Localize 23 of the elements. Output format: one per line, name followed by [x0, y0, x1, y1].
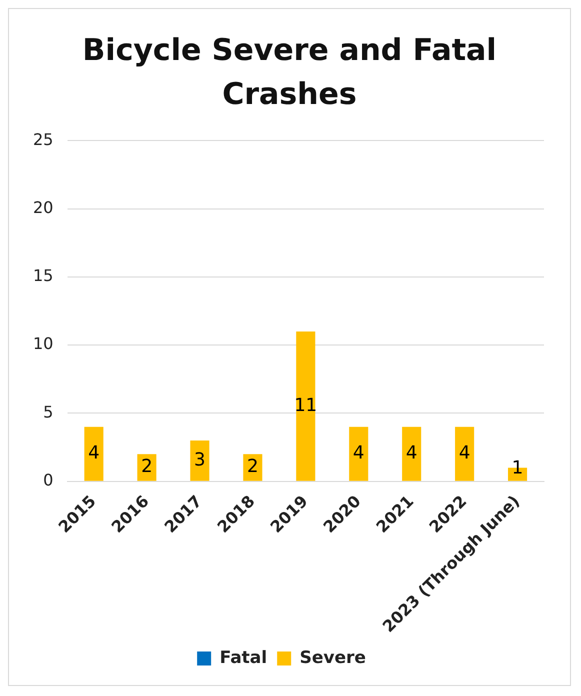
y-tick-label: 25: [33, 130, 54, 149]
data-label: 3: [194, 449, 206, 470]
legend-label: Severe: [300, 648, 366, 668]
chart-title: Bicycle Severe and Fatal Crashes: [81, 32, 498, 114]
bar: [349, 426, 368, 481]
bar: [296, 331, 316, 481]
data-label: 2: [141, 456, 153, 478]
data-label: 4: [88, 442, 100, 464]
data-label: 4: [352, 442, 364, 464]
y-tick-label: 10: [33, 334, 54, 354]
bar: [190, 440, 210, 481]
y-tick-label: 15: [33, 266, 54, 286]
data-label: 4: [406, 442, 418, 464]
legend-label: Fatal: [220, 648, 268, 668]
y-tick-label: 20: [33, 198, 54, 217]
data-label: 2: [246, 456, 258, 478]
bar: [84, 426, 104, 481]
y-tick-label: 5: [43, 402, 54, 422]
bar: [455, 426, 474, 481]
y-tick-label: 0: [43, 470, 54, 490]
data-label: 4: [458, 442, 470, 464]
bar: [402, 426, 422, 481]
bar: [243, 454, 262, 481]
